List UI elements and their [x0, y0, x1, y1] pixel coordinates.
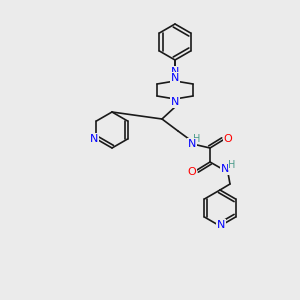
Text: H: H [193, 134, 201, 144]
Text: N: N [221, 164, 229, 174]
Text: N: N [171, 73, 179, 83]
Text: H: H [228, 160, 236, 170]
Text: O: O [188, 167, 196, 177]
Text: N: N [171, 97, 179, 107]
Text: N: N [188, 139, 196, 149]
Text: N: N [90, 134, 99, 144]
Text: O: O [224, 134, 232, 144]
Text: N: N [217, 220, 225, 230]
Text: N: N [171, 67, 179, 77]
